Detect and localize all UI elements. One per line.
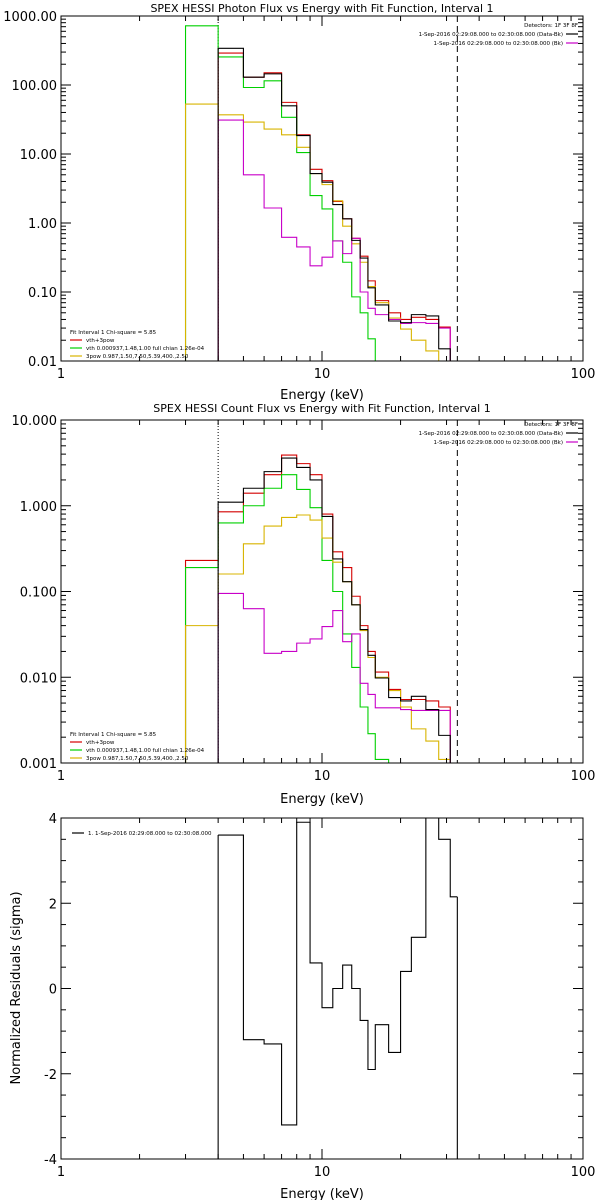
- photon-flux-y-tick-label: 0.01: [28, 355, 57, 370]
- photon-flux-y-tick-label: 100.00: [12, 79, 58, 94]
- photon-flux-legend-header: Fit Interval 1 Chi-square = 5.85: [70, 330, 157, 336]
- count-flux-data-interval: 1-Sep-2016 02:29:08.000 to 02:30:08.000 …: [419, 431, 563, 437]
- photon-flux-y-tick-label: 0.10: [28, 286, 57, 301]
- count-flux-x-tick-label: 100: [571, 769, 596, 784]
- photon-flux-panel: SPEX HESSI Photon Flux vs Energy with Fi…: [3, 2, 595, 403]
- photon-flux-legend-vth: vth 0.000937,1.48,1.00 full chian 1.26e-…: [86, 346, 205, 352]
- photon-flux-x-tick-label: 1: [57, 367, 65, 382]
- photon-flux-xlabel: Energy (keV): [280, 388, 364, 403]
- residuals-y-tick-label: 0: [49, 983, 57, 998]
- count-flux-legend-header: Fit Interval 1 Chi-square = 5.85: [70, 732, 157, 738]
- count-flux-x-tick-label: 10: [314, 769, 331, 784]
- photon-flux-legend: Fit Interval 1 Chi-square = 5.85 vth+3po…: [70, 330, 205, 360]
- count-flux-legend-total: vth+3pow: [86, 740, 115, 746]
- count-flux-legend-vth: vth 0.000937,1.48,1.00 full chian 1.26e-…: [86, 748, 205, 754]
- residuals-x-tick-label: 100: [571, 1165, 596, 1180]
- count-flux-info: Detectors: 1F 3F 8F 1-Sep-2016 02:29:08.…: [419, 422, 578, 446]
- residuals-series-residuals: [218, 818, 458, 1126]
- count-flux-x-tick-label: 1: [57, 769, 65, 784]
- photon-flux-x-tick-label: 100: [571, 367, 596, 382]
- photon-flux-detectors: Detectors: 1F 3F 8F: [524, 23, 578, 29]
- count-flux-series-vth: [184, 474, 402, 763]
- photon-flux-y-tick-label: 1.00: [28, 217, 57, 232]
- photon-flux-data-interval: 1-Sep-2016 02:29:08.000 to 02:30:08.000 …: [419, 32, 563, 38]
- count-flux-bk-interval: 1-Sep-2016 02:29:08.000 to 02:30:08.000 …: [434, 440, 564, 446]
- residuals-y-tick-label: -4: [44, 1153, 57, 1168]
- photon-flux-series-vth: [184, 25, 402, 361]
- photon-flux-y-tick-label: 10.00: [20, 148, 57, 163]
- count-flux-xlabel: Energy (keV): [280, 792, 364, 807]
- count-flux-series-background: [217, 592, 451, 763]
- count-flux-y-tick-label: 1.000: [20, 500, 57, 515]
- photon-flux-y-tick-label: 1000.00: [3, 10, 57, 25]
- residuals-y-tick-label: -2: [44, 1068, 57, 1083]
- residuals-x-tick-label: 1: [57, 1165, 65, 1180]
- photon-flux-series-data: [217, 47, 451, 361]
- photon-flux-series-3pow: [184, 103, 451, 361]
- count-flux-legend: Fit Interval 1 Chi-square = 5.85 vth+3po…: [70, 732, 205, 762]
- residuals-ylabel: Normalized Residuals (sigma): [9, 891, 24, 1084]
- photon-flux-x-tick-label: 10: [314, 367, 331, 382]
- photon-flux-legend-total: vth+3pow: [86, 338, 115, 344]
- count-flux-detectors: Detectors: 1F 3F 8F: [524, 422, 578, 428]
- count-flux-series-data: [217, 457, 451, 763]
- residuals-xlabel: Energy (keV): [280, 1187, 364, 1200]
- count-flux-y-tick-label: 0.010: [20, 671, 57, 686]
- count-flux-y-tick-label: 0.100: [20, 586, 57, 601]
- photon-flux-info: Detectors: 1F 3F 8F 1-Sep-2016 02:29:08.…: [419, 23, 578, 47]
- count-flux-title: SPEX HESSI Count Flux vs Energy with Fit…: [153, 402, 490, 415]
- photon-flux-legend-3pow: 3pow 0.987,1.50,7.50,5.39,400.,2.50: [86, 354, 189, 360]
- count-flux-panel: SPEX HESSI Count Flux vs Energy with Fit…: [12, 402, 596, 807]
- residuals-y-tick-label: 4: [49, 812, 57, 827]
- residuals-panel: 1 10 100 4 2 0 -2 -4 Energy (keV) Normalized Re…: [9, 812, 595, 1200]
- count-flux-y-tick-label: 0.001: [20, 757, 57, 772]
- count-flux-y-tick-label: 10.000: [12, 414, 58, 429]
- photon-flux-title: SPEX HESSI Photon Flux vs Energy with Fi…: [150, 2, 493, 15]
- residuals-x-tick-label: 10: [314, 1165, 331, 1180]
- photon-flux-bk-interval: 1-Sep-2016 02:29:08.000 to 02:30:08.000 …: [434, 41, 564, 47]
- residuals-y-tick-label: 2: [49, 897, 57, 912]
- count-flux-legend-3pow: 3pow 0.987,1.50,7.50,5.39,400.,2.50: [86, 756, 189, 762]
- residuals-legend-label: 1. 1-Sep-2016 02:29:08.000 to 02:30:08.0…: [88, 831, 212, 837]
